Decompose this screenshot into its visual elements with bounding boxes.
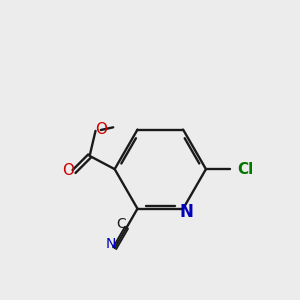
Text: Cl: Cl [237,162,253,177]
Text: N: N [179,202,193,220]
Text: N: N [106,237,116,251]
Text: O: O [95,122,107,137]
Text: O: O [62,164,74,178]
Text: C: C [116,217,126,231]
